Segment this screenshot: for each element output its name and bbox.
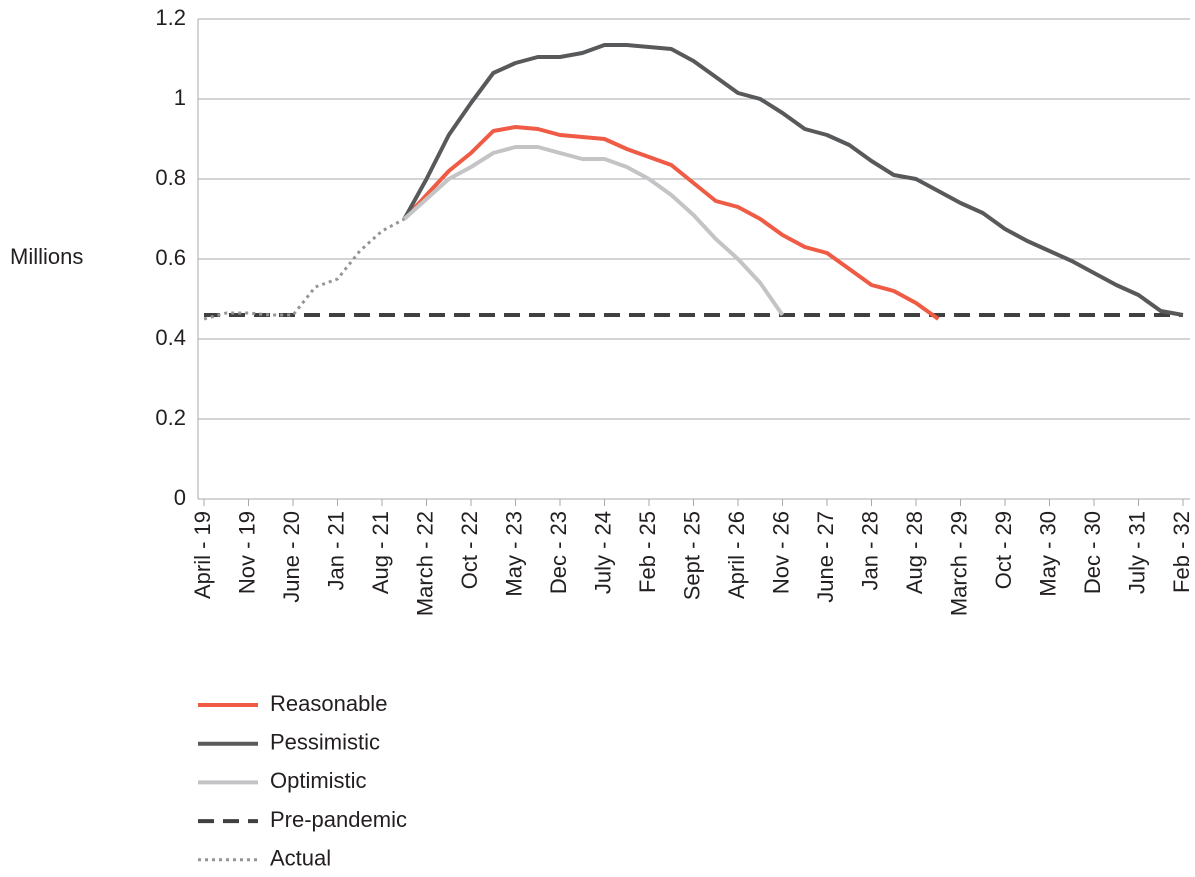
x-tick-label: Aug - 28 xyxy=(902,511,927,594)
y-tick-label: 0.6 xyxy=(155,245,186,270)
y-tick-label: 0.4 xyxy=(155,325,186,350)
x-tick-label: Nov - 26 xyxy=(768,511,793,594)
x-tick-label: July - 24 xyxy=(590,511,615,594)
x-tick-label: May - 30 xyxy=(1035,511,1060,597)
x-tick-label: June - 20 xyxy=(279,511,304,603)
x-tick-label: Nov - 19 xyxy=(234,511,259,594)
series-line xyxy=(402,145,785,317)
x-tick-label: June - 27 xyxy=(813,511,838,603)
x-tick-label: Feb - 25 xyxy=(635,511,660,593)
legend-label: Pre-pandemic xyxy=(270,807,407,832)
series-line xyxy=(203,217,406,321)
y-tick-label: 0 xyxy=(174,485,186,510)
x-tick-label: Feb - 32 xyxy=(1169,511,1194,593)
x-tick-label: Dec - 23 xyxy=(546,511,571,594)
x-tick-label: Dec - 30 xyxy=(1080,511,1105,594)
legend-label: Pessimistic xyxy=(270,730,380,755)
x-tick-label: Sept - 25 xyxy=(679,511,704,600)
series-line xyxy=(402,125,940,321)
y-axis-label: Millions xyxy=(10,244,83,269)
x-tick-label: Jan - 28 xyxy=(857,511,882,591)
x-tick-label: July - 31 xyxy=(1124,511,1149,594)
y-tick-label: 1 xyxy=(174,85,186,110)
x-tick-label: Aug - 21 xyxy=(368,511,393,594)
x-tick-label: April - 26 xyxy=(724,511,749,599)
y-tick-label: 0.2 xyxy=(155,405,186,430)
x-tick-label: Jan - 21 xyxy=(323,511,348,591)
y-tick-label: 0.8 xyxy=(155,165,186,190)
x-tick-label: March - 29 xyxy=(946,511,971,616)
x-tick-label: Oct - 22 xyxy=(457,511,482,589)
y-tick-label: 1.2 xyxy=(155,5,186,30)
x-tick-label: Oct - 29 xyxy=(991,511,1016,589)
legend-label: Optimistic xyxy=(270,768,367,793)
legend-label: Actual xyxy=(270,846,331,871)
series-line xyxy=(402,43,1184,317)
x-tick-label: March - 22 xyxy=(412,511,437,616)
x-tick-label: May - 23 xyxy=(501,511,526,597)
legend-label: Reasonable xyxy=(270,691,387,716)
x-tick-label: April - 19 xyxy=(190,511,215,599)
